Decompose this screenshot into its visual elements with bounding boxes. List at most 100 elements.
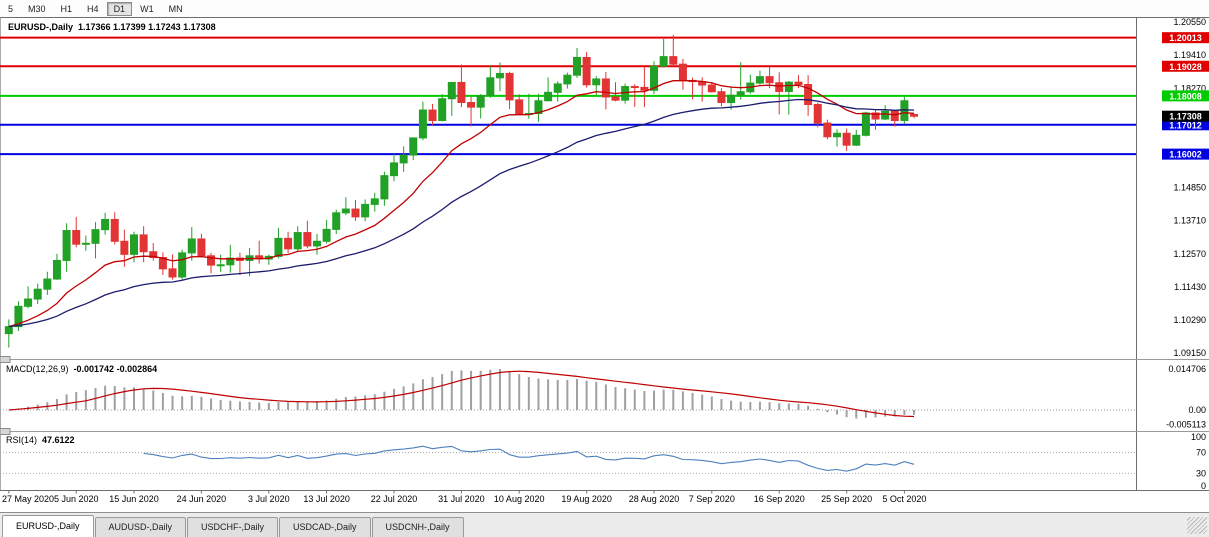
panel-resize-handle[interactable] (0, 357, 10, 363)
candle-body (833, 133, 840, 136)
date-label: 31 Jul 2020 (438, 494, 485, 504)
date-label: 3 Jul 2020 (248, 494, 290, 504)
panel-resize-handle[interactable] (0, 429, 10, 435)
date-label: 25 Sep 2020 (821, 494, 872, 504)
candle-body (217, 265, 224, 266)
chart-tab-usdcad[interactable]: USDCAD-,Daily (279, 517, 371, 537)
macd-histogram (9, 369, 914, 418)
chart-tab-usdchf[interactable]: USDCHF-,Daily (187, 517, 278, 537)
candle-body (477, 96, 484, 108)
price-badge-label: 1.17308 (1169, 112, 1202, 122)
candle-body (391, 163, 398, 176)
price-axis-label: 1.20550 (1173, 17, 1206, 27)
timeframe-toolbar: 5M30H1H4D1W1MN (0, 0, 1209, 17)
candle-body (400, 155, 407, 163)
candle-body (381, 176, 388, 199)
candle-body (131, 235, 138, 254)
candle-body (102, 220, 109, 230)
candle-body (188, 239, 195, 253)
chart-tab-audusd[interactable]: AUDUSD-,Daily (95, 517, 187, 537)
date-label: 15 Jun 2020 (109, 494, 159, 504)
date-label: 27 May 2020 (2, 494, 54, 504)
price-axis-label: 1.12570 (1173, 249, 1206, 259)
chart-tab-usdcnh[interactable]: USDCNH-,Daily (372, 517, 464, 537)
timeframe-button-h1[interactable]: H1 (54, 2, 80, 16)
candle-body (708, 85, 715, 92)
price-chart-canvas[interactable]: 1.205501.194101.182701.171301.159901.148… (0, 0, 1209, 512)
candle-body (5, 327, 12, 334)
candle-body (824, 123, 831, 137)
candle-body (342, 209, 349, 213)
resize-grip[interactable] (1187, 517, 1207, 534)
candle-body (862, 113, 869, 135)
price-axis-label: 1.14850 (1173, 183, 1206, 193)
price-axis-label: 1.10290 (1173, 315, 1206, 325)
candle-body (882, 111, 889, 119)
price-badge-label: 1.18008 (1169, 91, 1202, 101)
candle-body (82, 243, 89, 244)
candle-body (516, 100, 523, 114)
rsi-line (144, 446, 914, 471)
rsi-axis-label: 30 (1196, 468, 1206, 478)
candle-body (728, 95, 735, 102)
candle-body (911, 115, 918, 117)
rsi-axis-label: 0 (1201, 481, 1206, 491)
candle-body (487, 78, 494, 96)
candle-body (506, 73, 513, 99)
candle-body (612, 97, 619, 100)
candle-body (891, 111, 898, 120)
candle-body (313, 241, 320, 246)
candle-body (333, 213, 340, 230)
candle-body (294, 233, 301, 249)
timeframe-button-w1[interactable]: W1 (133, 2, 161, 16)
date-label: 22 Jul 2020 (371, 494, 418, 504)
rsi-axis-label: 70 (1196, 448, 1206, 458)
candle-body (275, 238, 282, 256)
timeframe-button-d1[interactable]: D1 (107, 2, 133, 16)
candle-body (718, 92, 725, 103)
date-label: 7 Sep 2020 (689, 494, 735, 504)
candle-body (362, 204, 369, 216)
macd-axis-label: 0.00 (1188, 405, 1206, 415)
timeframe-button-h4[interactable]: H4 (80, 2, 106, 16)
candle-body (564, 75, 571, 84)
date-label: 24 Jun 2020 (177, 494, 227, 504)
candle-body (641, 87, 648, 90)
candle-body (285, 238, 292, 248)
timeframe-button-mn[interactable]: MN (162, 2, 190, 16)
chart-tab-eurusd[interactable]: EURUSD-,Daily (2, 515, 94, 537)
candle-body (554, 84, 561, 92)
price-axis-label: 1.09150 (1173, 348, 1206, 358)
horizontal-level-lines (0, 38, 1136, 154)
candle-body (304, 233, 311, 246)
candle-body (756, 77, 763, 83)
date-axis: 27 May 20205 Jun 2020 15 Jun 2020 24 Jun 2… (2, 491, 926, 505)
candle-body (323, 229, 330, 241)
rsi-axis-label: 100 (1191, 432, 1206, 442)
candle-body (660, 57, 667, 67)
candles (5, 35, 917, 348)
price-axis: 1.205501.194101.182701.171301.159901.148… (1162, 17, 1209, 491)
candle-body (602, 79, 609, 97)
timeframe-button-5[interactable]: 5 (1, 2, 20, 16)
candle-body (545, 92, 552, 100)
date-label: 5 Jun 2020 (54, 494, 99, 504)
macd-axis-label: 0.014706 (1168, 364, 1206, 374)
candle-body (25, 299, 32, 306)
price-axis-label: 1.13710 (1173, 216, 1206, 226)
candle-body (593, 79, 600, 85)
timeframe-button-m30[interactable]: M30 (21, 2, 53, 16)
mt4-window: 5M30H1H4D1W1MN 1.205501.194101.182701.17… (0, 0, 1209, 537)
candle-body (901, 101, 908, 121)
candle-body (111, 220, 118, 242)
candle-body (53, 260, 60, 279)
candle-body (670, 57, 677, 65)
candle-body (843, 133, 850, 145)
candle-body (439, 99, 446, 121)
candle-body (583, 57, 590, 84)
candle-body (496, 73, 503, 77)
candle-body (121, 241, 128, 254)
macd-axis-label: -0.005113 (1166, 419, 1206, 429)
candle-body (573, 57, 580, 75)
price-badge-label: 1.17012 (1169, 120, 1202, 130)
